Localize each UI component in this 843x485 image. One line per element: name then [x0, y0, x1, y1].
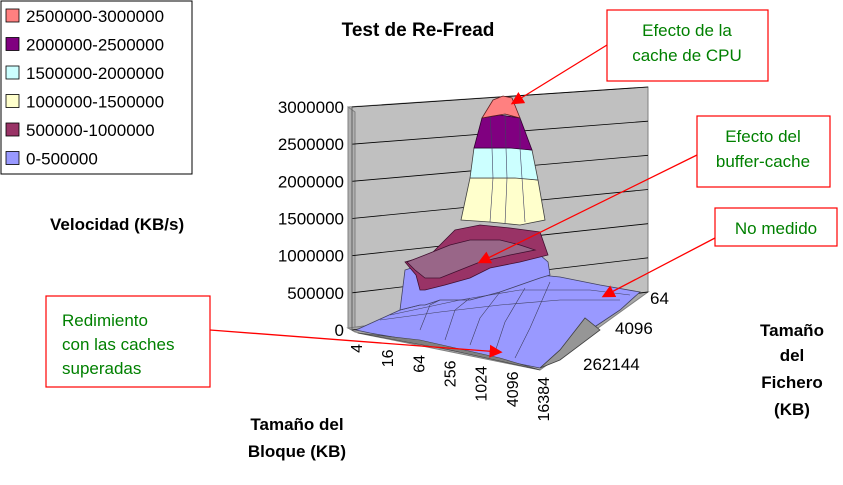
x-tick-label: 256 [443, 360, 460, 387]
surface-band-1-5m [469, 147, 539, 181]
surface-plateau-top [406, 239, 537, 279]
x-tick-label: 16 [380, 349, 397, 367]
annot-buffer-cache: Efecto del buffer-cache [696, 115, 831, 188]
z-tick-label: 3000000 [278, 98, 344, 117]
y-axis-label-line4: (KB) [774, 400, 810, 419]
x-axis-label-line2: Bloque (KB) [248, 442, 346, 461]
z-tick-label: 1000000 [278, 247, 344, 266]
x-tick-label: 4 [349, 344, 366, 353]
annotation-arrows [209, 44, 716, 358]
legend-label: 1500000-2000000 [26, 64, 164, 83]
svg-text:Efecto del: Efecto del [725, 127, 801, 146]
z-tick-label: 500000 [287, 284, 344, 303]
x-axis-ticks: 4 16 64 256 1024 4096 16384 [349, 344, 553, 422]
legend-label: 1000000-1500000 [26, 93, 164, 112]
arrow-buffer-cache [477, 154, 698, 264]
z-tick-label: 2500000 [278, 135, 344, 154]
svg-text:buffer-cache: buffer-cache [716, 152, 810, 171]
x-tick-label: 16384 [536, 377, 553, 422]
arrow-not-measured [601, 237, 716, 298]
svg-text:cache de CPU: cache de CPU [632, 46, 742, 65]
annot-cpu-cache: Efecto de la cache de CPU [606, 9, 769, 82]
legend-swatch [5, 122, 20, 137]
z-axis-ticks: 0 500000 1000000 1500000 2000000 2500000 30000… [278, 98, 344, 340]
z-axis-label: Velocidad (KB/s) [50, 215, 184, 234]
surface-band-peak [481, 95, 521, 119]
legend: 2500000-3000000 2000000-2500000 1500000-20… [0, 0, 193, 175]
surface-gray-gap [539, 317, 601, 369]
x-axis-label-line1: Tamaño del [250, 415, 343, 434]
legend-swatch [5, 94, 20, 108]
arrow-caches-exceeded [209, 329, 503, 358]
y-axis-label-line2: del [780, 346, 805, 365]
legend-label: 2000000-2500000 [26, 36, 164, 55]
x-tick-label: 4096 [505, 371, 522, 407]
svg-text:Efecto de la: Efecto de la [642, 21, 732, 40]
z-tick-label: 1500000 [278, 210, 344, 229]
annot-not-measured: No medido [714, 207, 838, 247]
y-tick-label: 64 [650, 289, 669, 308]
legend-label: 500000-1000000 [26, 121, 155, 140]
legend-swatch [5, 37, 20, 51]
svg-text:superadas: superadas [62, 359, 141, 378]
y-axis-label-line1: Tamaño [760, 321, 824, 340]
legend-label: 2500000-3000000 [26, 7, 164, 26]
z-tick-label: 0 [335, 321, 344, 340]
y-tick-label: 262144 [583, 355, 640, 374]
z-tick-label: 2000000 [278, 172, 344, 191]
y-axis-label-line3: Fichero [761, 373, 822, 392]
surface [354, 95, 641, 371]
surface-band-1m [460, 177, 546, 226]
legend-swatch [5, 151, 20, 165]
chart-title: Test de Re-Fread [342, 20, 495, 41]
svg-text:No medido: No medido [735, 219, 817, 238]
svg-text:con las caches: con las caches [62, 335, 174, 354]
y-axis-ticks: 64 4096 262144 [583, 289, 669, 374]
legend-label: 0-500000 [26, 150, 98, 169]
x-tick-label: 64 [411, 355, 428, 373]
legend-swatch [5, 8, 20, 23]
x-tick-label: 1024 [474, 366, 491, 402]
arrow-cpu-cache [510, 44, 608, 105]
y-tick-label: 4096 [615, 319, 653, 338]
legend-swatch [5, 65, 20, 80]
annot-caches-exceeded: Redimiento con las caches superadas [45, 295, 211, 388]
svg-text:Redimiento: Redimiento [62, 311, 148, 330]
